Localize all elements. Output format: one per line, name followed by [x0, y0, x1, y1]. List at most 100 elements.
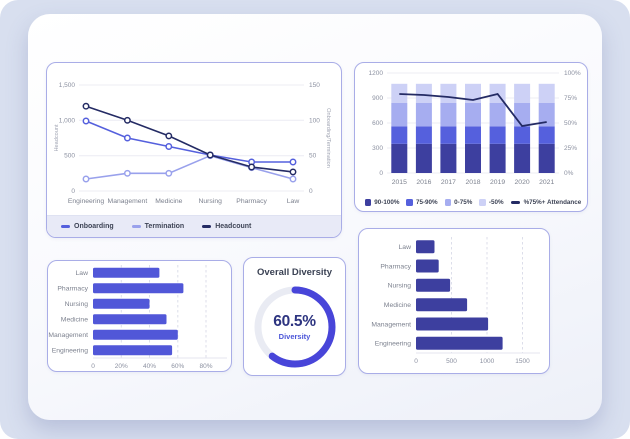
bar-law[interactable]: [93, 267, 160, 278]
bar-segment-90-100[interactable]: [514, 143, 531, 173]
bar-medicine[interactable]: [93, 314, 167, 325]
svg-text:0: 0: [309, 188, 313, 195]
hbarLeft-canvas: 0 20% 40% 60% 80% Law Pharmacy Nursing Medicine M…: [48, 265, 227, 370]
svg-text:Law: Law: [287, 198, 300, 205]
svg-text:100: 100: [309, 117, 320, 124]
overall-diversity-card: Overall Diversity 60.5% Diversity: [243, 257, 346, 376]
point-onboarding[interactable]: [165, 143, 173, 150]
bar-segment-75-90[interactable]: [514, 126, 531, 144]
bar-segment-90-100[interactable]: [391, 143, 408, 173]
legend-item-75-attendance[interactable]: %75%+ Attendance: [510, 199, 582, 206]
bar-management[interactable]: [416, 317, 489, 331]
dashboard-board: 0 500 1,000 1,500 0 50 100 150 Engineering Manage…: [28, 14, 602, 420]
legend-item-headcount[interactable]: Headcount: [202, 223, 251, 230]
headcount-by-department-chart: 0 500 1000 1500 Law Pharmacy Nursing Medicine Ma…: [359, 229, 549, 373]
bar-segment-90-100[interactable]: [415, 143, 432, 173]
legend-label: %75%+ Attendance: [523, 199, 582, 206]
svg-text:0: 0: [71, 188, 75, 195]
svg-text:0%: 0%: [564, 170, 574, 177]
bar-segment-50[interactable]: [415, 83, 432, 103]
svg-text:500: 500: [446, 358, 457, 365]
bar-segment-0-75[interactable]: [538, 103, 555, 127]
svg-text:Engineering: Engineering: [375, 341, 411, 348]
bar-segment-75-90[interactable]: [538, 126, 555, 144]
legend-item-0-75[interactable]: 0-75%: [444, 199, 473, 206]
point-onboarding[interactable]: [289, 158, 297, 166]
legend-item-onboarding[interactable]: Onboarding: [61, 223, 114, 230]
bar-segment-75-90[interactable]: [391, 126, 408, 144]
point-headcount[interactable]: [248, 163, 256, 171]
legend-marker-icon: [364, 199, 372, 206]
bar-segment-90-100[interactable]: [440, 143, 457, 173]
bar-management[interactable]: [93, 329, 178, 340]
svg-text:Pharmacy: Pharmacy: [236, 198, 267, 205]
point-headcount[interactable]: [82, 102, 90, 110]
legend-item-90-100[interactable]: 90-100%: [364, 199, 399, 206]
point-headcount[interactable]: [289, 168, 297, 176]
diversity-sublabel: Diversity: [278, 332, 311, 341]
legend-item-50[interactable]: -50%: [479, 199, 504, 206]
svg-text:50: 50: [309, 153, 317, 160]
svg-text:900: 900: [372, 95, 383, 102]
legend-item-termination[interactable]: Termination: [131, 223, 185, 230]
svg-text:Onboarding/Termination: Onboarding/Termination: [325, 108, 331, 168]
svg-text:Engineering: Engineering: [68, 198, 104, 205]
point-termination[interactable]: [289, 175, 297, 183]
point-headcount[interactable]: [206, 151, 214, 159]
bar-segment-50[interactable]: [391, 83, 408, 103]
bar-engineering[interactable]: [93, 345, 173, 356]
hbarRight-canvas: 0 500 1000 1500 Law Pharmacy Nursing Medicine Ma…: [371, 237, 540, 365]
svg-text:Law: Law: [76, 270, 89, 277]
svg-text:2015: 2015: [392, 179, 407, 186]
overall-diversity-title: Overall Diversity: [257, 267, 332, 278]
bar-pharmacy[interactable]: [416, 259, 439, 273]
bar-segment-75-90[interactable]: [465, 126, 481, 144]
point-termination[interactable]: [165, 169, 173, 177]
bar-nursing[interactable]: [416, 278, 451, 292]
svg-text:75%: 75%: [564, 95, 577, 102]
point-onboarding[interactable]: [123, 134, 131, 142]
bar-law[interactable]: [416, 240, 435, 254]
svg-text:Management: Management: [48, 332, 88, 339]
bar-segment-50[interactable]: [440, 83, 457, 103]
legend-label: Termination: [144, 223, 185, 230]
staff-flow-card: 0 500 1,000 1,500 0 50 100 150 Engineering Manage…: [46, 62, 342, 238]
point-termination[interactable]: [123, 169, 131, 177]
bar-segment-0-75[interactable]: [440, 103, 457, 127]
legend-label: 0-75%: [454, 199, 473, 206]
diversity-donut-center: 60.5% Diversity: [250, 282, 340, 372]
svg-text:60%: 60%: [171, 363, 184, 370]
bar-segment-50[interactable]: [538, 83, 555, 103]
bar-medicine[interactable]: [416, 298, 468, 312]
bar-segment-75-90[interactable]: [489, 126, 506, 144]
point-onboarding[interactable]: [82, 117, 90, 125]
bar-segment-75-90[interactable]: [415, 126, 432, 144]
point-headcount[interactable]: [123, 116, 131, 124]
bar-segment-0-75[interactable]: [465, 103, 481, 127]
diversity-value: 60.5%: [273, 313, 316, 330]
bar-segment-0-75[interactable]: [415, 103, 432, 127]
diversity-donut-ring: [250, 282, 340, 372]
point-headcount[interactable]: [165, 132, 173, 140]
svg-text:150: 150: [309, 82, 320, 89]
bar-segment-0-75[interactable]: [514, 103, 531, 127]
donut-progress-arc: [254, 286, 335, 368]
bar-segment-0-75[interactable]: [391, 103, 408, 127]
bar-segment-75-90[interactable]: [440, 126, 457, 144]
bar-nursing[interactable]: [93, 298, 150, 309]
diversity-by-department-card: 0 20% 40% 60% 80% Law Pharmacy Nursing Medicine M…: [47, 260, 232, 372]
svg-text:Headcount: Headcount: [54, 124, 60, 152]
bar-segment-50[interactable]: [514, 83, 531, 103]
bar-engineering[interactable]: [416, 336, 503, 350]
point-termination[interactable]: [82, 175, 90, 183]
legend-label: Headcount: [215, 223, 252, 230]
attendance-canvas: 0 300 600 900 1200 0% 25% 50% 75% 100% 2015 2016 201…: [369, 70, 581, 186]
bar-segment-90-100[interactable]: [538, 143, 555, 173]
legend-item-75-90[interactable]: 75-90%: [406, 199, 438, 206]
bar-pharmacy[interactable]: [93, 283, 184, 294]
bar-segment-0-75[interactable]: [489, 103, 506, 127]
bar-segment-90-100[interactable]: [489, 143, 506, 173]
svg-text:Management: Management: [108, 198, 148, 205]
bar-segment-90-100[interactable]: [465, 143, 481, 173]
